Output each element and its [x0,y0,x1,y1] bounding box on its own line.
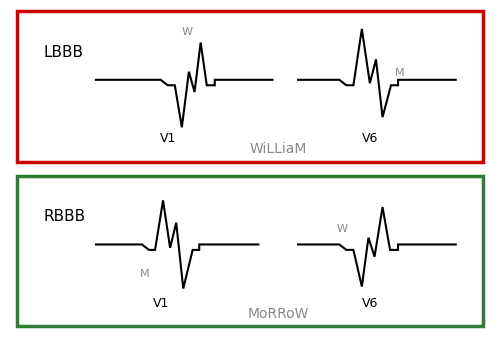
Text: M: M [140,269,149,279]
Text: W: W [337,224,348,234]
Text: WiLLiaM: WiLLiaM [250,142,307,156]
Text: LBBB: LBBB [43,45,83,60]
Text: W: W [182,27,193,37]
Text: M: M [395,68,404,78]
Text: V6: V6 [362,297,378,310]
Text: RBBB: RBBB [43,210,86,224]
Text: V6: V6 [362,132,378,145]
Text: MoRRoW: MoRRoW [248,307,309,321]
Text: V1: V1 [160,132,176,145]
Text: V1: V1 [152,297,169,310]
